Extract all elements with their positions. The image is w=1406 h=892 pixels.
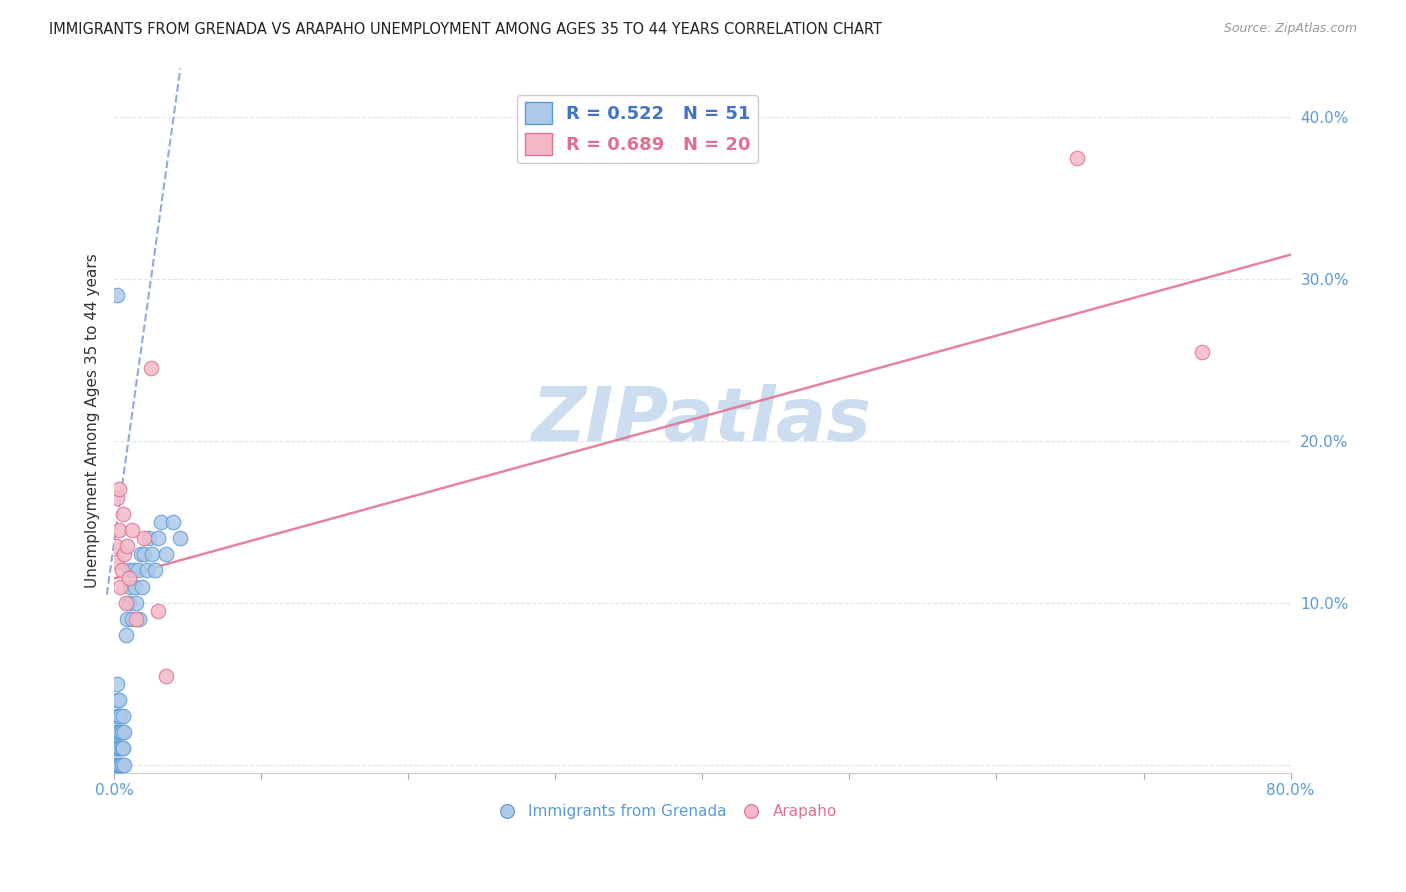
Text: ZIPatlas: ZIPatlas (533, 384, 872, 457)
Legend: Immigrants from Grenada, Arapaho: Immigrants from Grenada, Arapaho (492, 797, 842, 825)
Text: IMMIGRANTS FROM GRENADA VS ARAPAHO UNEMPLOYMENT AMONG AGES 35 TO 44 YEARS CORREL: IMMIGRANTS FROM GRENADA VS ARAPAHO UNEMP… (49, 22, 882, 37)
Point (104, 757, 127, 772)
Point (105, 555, 128, 569)
Point (110, 741, 132, 756)
Point (125, 612, 148, 626)
Point (105, 725, 128, 739)
Point (107, 709, 129, 723)
Point (107, 757, 129, 772)
Point (148, 531, 170, 545)
Point (105, 288, 128, 302)
Point (108, 741, 131, 756)
Point (107, 725, 129, 739)
Point (155, 547, 177, 561)
Point (169, 531, 191, 545)
Point (150, 515, 173, 529)
Point (124, 580, 146, 594)
Point (108, 725, 131, 739)
Point (135, 563, 157, 577)
Point (110, 725, 132, 739)
Point (107, 693, 129, 707)
Point (107, 483, 129, 497)
Point (129, 547, 152, 561)
Y-axis label: Unemployment Among Ages 35 to 44 years: Unemployment Among Ages 35 to 44 years (86, 253, 100, 588)
Point (118, 572, 141, 586)
Text: Source: ZipAtlas.com: Source: ZipAtlas.com (1223, 22, 1357, 36)
Point (118, 596, 141, 610)
Point (132, 547, 155, 561)
Point (114, 725, 136, 739)
Point (105, 491, 128, 505)
Point (105, 693, 128, 707)
Point (114, 757, 136, 772)
Point (108, 757, 131, 772)
Point (139, 361, 162, 376)
Point (141, 547, 163, 561)
Point (120, 580, 142, 594)
Point (108, 709, 131, 723)
Point (1191, 344, 1213, 359)
Point (104, 741, 127, 756)
Point (132, 531, 155, 545)
Point (118, 563, 141, 577)
Point (105, 676, 128, 690)
Point (162, 515, 184, 529)
Point (145, 563, 167, 577)
Point (121, 612, 143, 626)
Point (115, 628, 138, 642)
Point (1066, 151, 1088, 165)
Point (148, 604, 170, 618)
Point (110, 563, 132, 577)
Point (115, 596, 138, 610)
Point (111, 709, 134, 723)
Point (155, 668, 177, 682)
Point (104, 539, 127, 553)
Point (108, 580, 131, 594)
Point (107, 741, 129, 756)
Point (117, 539, 139, 553)
Point (128, 612, 150, 626)
Point (125, 596, 148, 610)
Point (105, 757, 128, 772)
Point (138, 531, 160, 545)
Point (127, 563, 149, 577)
Point (104, 757, 127, 772)
Point (117, 612, 139, 626)
Point (114, 547, 136, 561)
Point (104, 741, 127, 756)
Point (122, 563, 145, 577)
Point (131, 580, 153, 594)
Point (111, 507, 134, 521)
Point (105, 709, 128, 723)
Point (107, 523, 129, 537)
Point (104, 725, 127, 739)
Point (121, 523, 143, 537)
Point (105, 741, 128, 756)
Point (111, 741, 134, 756)
Point (110, 757, 132, 772)
